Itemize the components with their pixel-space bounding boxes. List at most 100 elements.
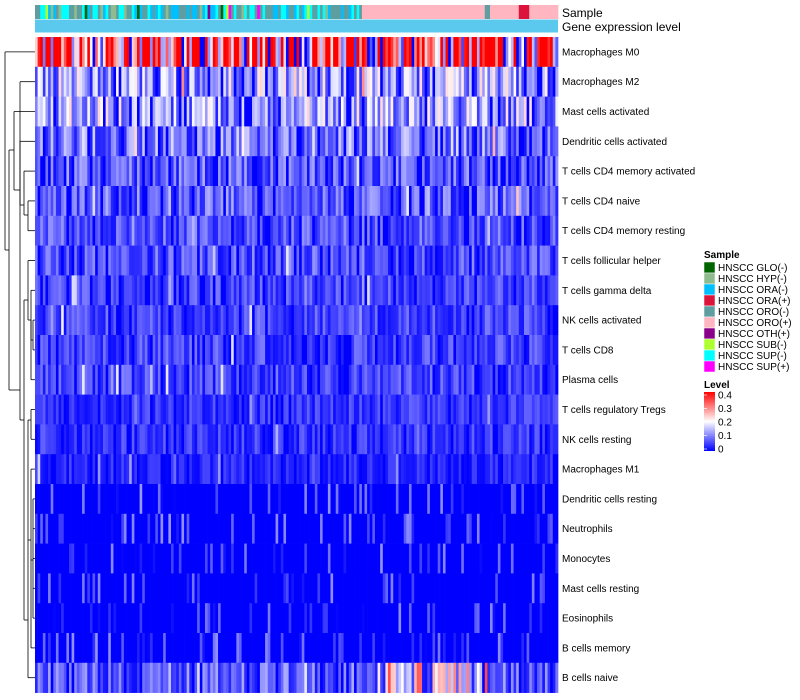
heatmap-cell [550,394,554,425]
heatmap-cell [76,603,80,634]
heatmap-cell [429,186,433,217]
heatmap-cell [225,633,229,664]
heatmap-cell [364,156,368,187]
heatmap-cell [144,394,148,425]
heatmap-cell [123,275,127,306]
heatmap-cell [61,37,65,68]
heatmap-cell [466,364,470,395]
heatmap-cell [228,37,232,68]
heatmap-cell [173,543,177,574]
heatmap-cell [322,633,326,664]
heatmap-cell [385,275,389,306]
heatmap-cell [139,215,143,246]
heatmap-cell [184,424,188,455]
heatmap-cell [419,484,423,515]
heatmap-cell [212,156,216,187]
heatmap-cell [233,394,237,425]
heatmap-cell [550,275,554,306]
heatmap-cell [296,513,300,544]
heatmap-cell [293,305,297,336]
heatmap-cell [330,126,334,157]
row-label: Mast cells activated [562,107,649,118]
heatmap-cell [521,394,525,425]
heatmap-cell [176,275,180,306]
heatmap-cell [320,513,324,544]
heatmap-cell [165,662,169,693]
heatmap-cell [288,186,292,217]
heatmap-cell [372,66,376,97]
heatmap-cell [453,394,457,425]
heatmap-cell [42,245,46,276]
heatmap-cell [194,394,198,425]
heatmap-cell [108,484,112,515]
heatmap-cell [367,484,371,515]
heatmap-cell [309,603,313,634]
heatmap-cell [238,96,242,127]
heatmap-cell [450,513,454,544]
heatmap-cell [395,156,399,187]
sample-track-cell [427,5,431,19]
heatmap-cell [500,215,504,246]
heatmap-cell [136,275,140,306]
heatmap-cell [165,186,169,217]
heatmap-cell [419,603,423,634]
heatmap-cell [191,662,195,693]
heatmap-cell [552,633,556,664]
sample-legend-swatch [703,316,716,329]
heatmap-cell [110,245,114,276]
heatmap-cell [236,275,240,306]
heatmap-cell [325,245,329,276]
sample-track-cell [286,5,290,19]
heatmap-cell [87,603,91,634]
heatmap-cell [555,37,559,68]
heatmap-cell [74,156,78,187]
heatmap-cell [369,335,373,366]
heatmap-cell [505,394,509,425]
heatmap-cell [487,335,491,366]
heatmap-cell [249,66,253,97]
heatmap-cell [419,275,423,306]
heatmap-cell [131,305,135,336]
heatmap-cell [437,215,441,246]
heatmap-cell [121,126,125,157]
heatmap-cell [170,335,174,366]
heatmap-cell [259,424,263,455]
heatmap-cell [236,424,240,455]
heatmap-cell [129,543,133,574]
heatmap-cell [306,662,310,693]
heatmap-cell [288,484,292,515]
heatmap-cell [521,96,525,127]
heatmap-cell [500,543,504,574]
heatmap-cell [69,454,72,485]
heatmap-cell [490,394,493,425]
heatmap-cell [89,186,93,217]
heatmap-cell [416,215,420,246]
heatmap-cell [442,484,446,515]
heatmap-cell [372,394,376,425]
heatmap-cell [427,245,431,276]
heatmap-cell [265,96,269,127]
heatmap-cell [354,37,357,68]
heatmap-cell [291,305,295,336]
heatmap-cell [204,215,208,246]
heatmap-cell [102,305,106,336]
heatmap-cell [471,394,475,425]
heatmap-cell [335,484,339,515]
heatmap-cell [388,126,391,157]
heatmap-cell [388,305,391,336]
heatmap-cell [526,66,530,97]
heatmap-cell [445,156,449,187]
heatmap-cell [293,186,297,217]
heatmap-cell [176,424,180,455]
sample-legend-swatch [703,261,716,274]
heatmap-cell [372,245,376,276]
sample-track-cell [435,5,439,19]
heatmap-cell [359,513,363,544]
heatmap-cell [544,603,548,634]
heatmap-cell [364,275,368,306]
heatmap-cell [529,37,533,68]
heatmap-cell [377,66,381,97]
heatmap-cell [259,484,263,515]
heatmap-cell [544,305,548,336]
heatmap-cell [385,424,389,455]
